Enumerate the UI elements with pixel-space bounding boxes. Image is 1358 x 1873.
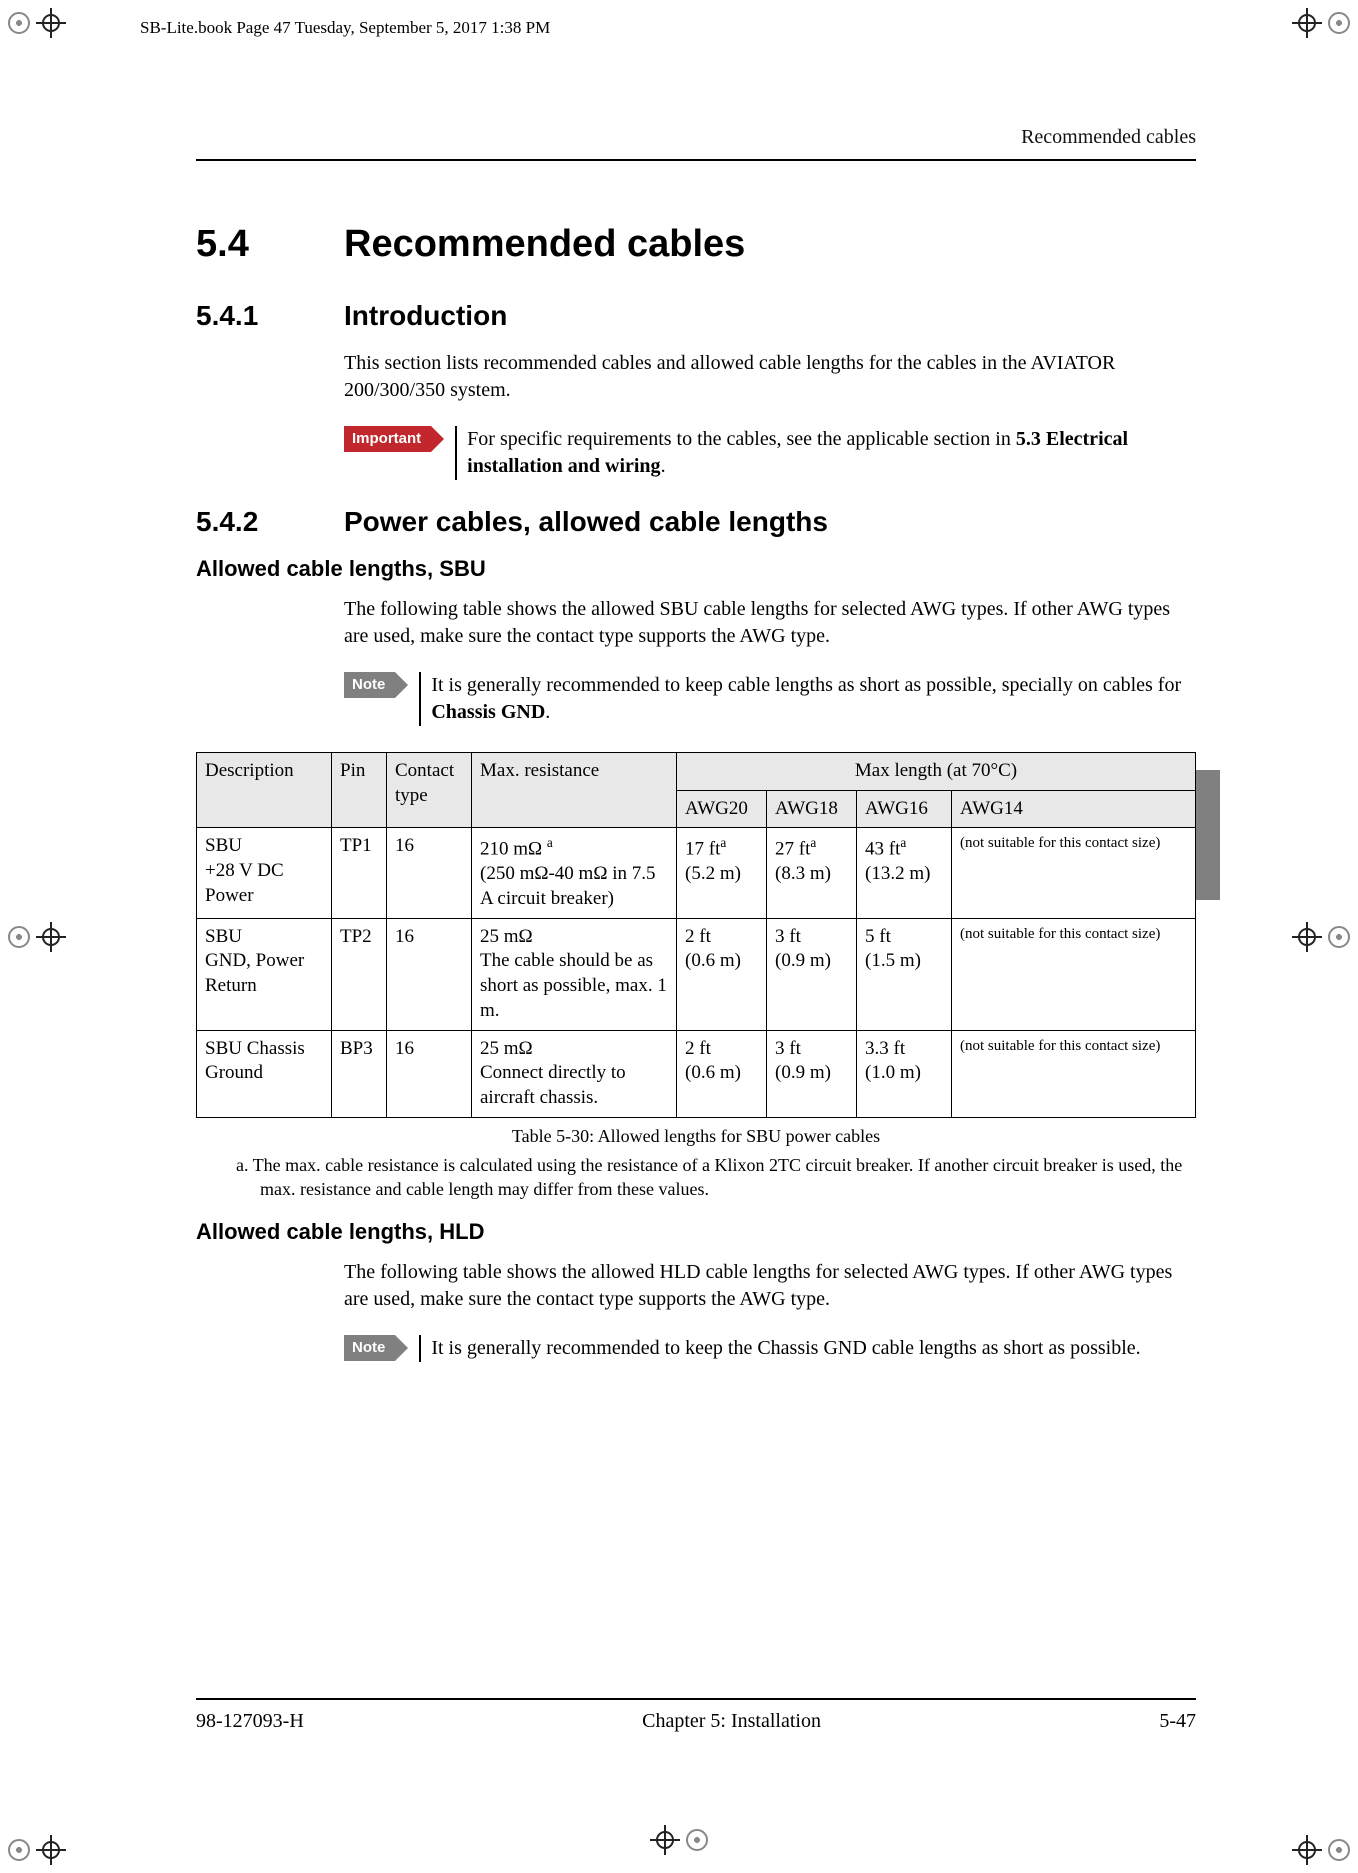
note-text: It is generally recommended to keep the …	[419, 1335, 1196, 1362]
th-awg18: AWG18	[767, 790, 857, 828]
cell-max-resistance: 210 mΩ a(250 mΩ-40 mΩ in 7.5 A circuit b…	[472, 828, 677, 918]
page-content: Recommended cables 5.4 Recommended cable…	[196, 126, 1196, 1388]
cropmark-bottom-right	[1292, 1835, 1350, 1865]
subsection-number: 5.4.2	[196, 506, 296, 538]
note-callout-2: Note It is generally recommended to keep…	[344, 1335, 1196, 1362]
cell-description: SBU+28 V DC Power	[197, 828, 332, 918]
subsection-title: Power cables, allowed cable lengths	[344, 506, 828, 538]
cell-awg20: 17 fta(5.2 m)	[677, 828, 767, 918]
important-callout: Important For specific requirements to t…	[344, 426, 1196, 480]
subsection-5-4-2: 5.4.2 Power cables, allowed cable length…	[196, 506, 1196, 538]
note-flag: Note	[344, 1335, 395, 1361]
cell-awg18: 3 ft(0.9 m)	[767, 918, 857, 1030]
th-awg16: AWG16	[857, 790, 952, 828]
cropmark-top-right	[1292, 8, 1350, 38]
cell-awg14: (not suitable for this contact size)	[952, 1030, 1196, 1117]
cell-pin: TP1	[332, 828, 387, 918]
sbu-heading: Allowed cable lengths, SBU	[196, 556, 1196, 582]
cell-awg18: 3 ft(0.9 m)	[767, 1030, 857, 1117]
cell-awg16: 3.3 ft(1.0 m)	[857, 1030, 952, 1117]
table-header-row-1: Description Pin Contact type Max. resist…	[197, 753, 1196, 791]
cell-contact: 16	[387, 1030, 472, 1117]
footer-page: 5-47	[1159, 1710, 1196, 1733]
page-meta: SB-Lite.book Page 47 Tuesday, September …	[140, 18, 550, 38]
page-footer: 98-127093-H Chapter 5: Installation 5-47	[196, 1698, 1196, 1733]
th-awg14: AWG14	[952, 790, 1196, 828]
cropmark-bottom-center	[650, 1825, 708, 1855]
cropmark-mid-left	[8, 922, 66, 952]
sbu-paragraph: The following table shows the allowed SB…	[344, 596, 1196, 650]
th-pin: Pin	[332, 753, 387, 828]
section-heading: 5.4 Recommended cables	[196, 223, 1196, 266]
th-contact: Contact type	[387, 753, 472, 828]
header-rule	[196, 159, 1196, 161]
footer-doc-number: 98-127093-H	[196, 1710, 304, 1733]
note-flag: Note	[344, 672, 395, 698]
hld-paragraph: The following table shows the allowed HL…	[344, 1259, 1196, 1313]
cell-description: SBUGND, Power Return	[197, 918, 332, 1030]
cell-awg16: 5 ft(1.5 m)	[857, 918, 952, 1030]
table-row: SBU Chassis GroundBP31625 mΩConnect dire…	[197, 1030, 1196, 1117]
note-text: It is generally recommended to keep cabl…	[419, 672, 1196, 726]
intro-paragraph: This section lists recommended cables an…	[344, 350, 1196, 404]
cell-awg18: 27 fta(8.3 m)	[767, 828, 857, 918]
cell-awg14: (not suitable for this contact size)	[952, 918, 1196, 1030]
cell-pin: BP3	[332, 1030, 387, 1117]
important-flag: Important	[344, 426, 431, 452]
cropmark-top-left	[8, 8, 66, 38]
footer-chapter: Chapter 5: Installation	[642, 1710, 821, 1733]
section-number: 5.4	[196, 223, 296, 266]
th-max-length: Max length (at 70°C)	[677, 753, 1196, 791]
cell-contact: 16	[387, 828, 472, 918]
subsection-number: 5.4.1	[196, 300, 296, 332]
note-callout-1: Note It is generally recommended to keep…	[344, 672, 1196, 726]
table-footnote-a: a. The max. cable resistance is calculat…	[236, 1153, 1196, 1202]
cell-awg20: 2 ft(0.6 m)	[677, 918, 767, 1030]
footer-rule	[196, 1698, 1196, 1700]
important-text: For specific requirements to the cables,…	[455, 426, 1196, 480]
table-row: SBU+28 V DC PowerTP116210 mΩ a(250 mΩ-40…	[197, 828, 1196, 918]
hld-heading: Allowed cable lengths, HLD	[196, 1219, 1196, 1245]
cell-awg14: (not suitable for this contact size)	[952, 828, 1196, 918]
cell-max-resistance: 25 mΩConnect directly to aircraft chassi…	[472, 1030, 677, 1117]
cell-contact: 16	[387, 918, 472, 1030]
cropmark-bottom-left	[8, 1835, 66, 1865]
running-header: Recommended cables	[196, 126, 1196, 155]
cell-awg20: 2 ft(0.6 m)	[677, 1030, 767, 1117]
th-awg20: AWG20	[677, 790, 767, 828]
cell-pin: TP2	[332, 918, 387, 1030]
subsection-5-4-1: 5.4.1 Introduction	[196, 300, 1196, 332]
cell-description: SBU Chassis Ground	[197, 1030, 332, 1117]
table-caption: Table 5-30: Allowed lengths for SBU powe…	[196, 1126, 1196, 1147]
section-tab	[1196, 770, 1220, 900]
sbu-cables-table: Description Pin Contact type Max. resist…	[196, 752, 1196, 1118]
th-description: Description	[197, 753, 332, 828]
cropmark-mid-right	[1292, 922, 1350, 952]
table-row: SBUGND, Power ReturnTP21625 mΩThe cable …	[197, 918, 1196, 1030]
subsection-title: Introduction	[344, 300, 507, 332]
section-title: Recommended cables	[344, 223, 745, 266]
cell-awg16: 43 fta(13.2 m)	[857, 828, 952, 918]
th-max-resistance: Max. resistance	[472, 753, 677, 828]
cell-max-resistance: 25 mΩThe cable should be as short as pos…	[472, 918, 677, 1030]
